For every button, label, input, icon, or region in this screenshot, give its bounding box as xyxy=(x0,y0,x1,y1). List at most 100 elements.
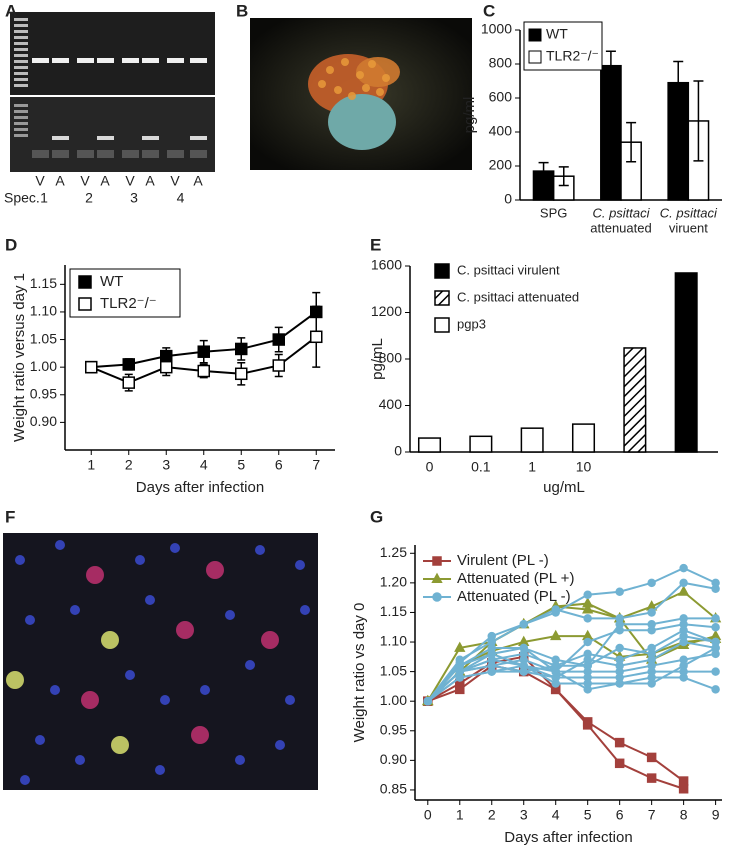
specimen-label: 2 xyxy=(85,190,93,206)
row-label: Spec. xyxy=(4,190,40,206)
stained-cell xyxy=(6,671,24,689)
legend-swatch xyxy=(528,28,542,42)
stained-cell xyxy=(200,685,210,695)
x-tick-label: 8 xyxy=(680,807,688,823)
marker xyxy=(551,605,560,614)
inclusion-dot xyxy=(334,86,342,94)
marker xyxy=(583,685,592,694)
marker xyxy=(711,667,720,676)
marker xyxy=(679,563,688,573)
marker xyxy=(160,360,173,374)
marker xyxy=(423,696,433,706)
lane-label: V xyxy=(170,173,180,189)
ladder-band xyxy=(14,78,28,81)
gel-band xyxy=(167,58,184,63)
data-line xyxy=(427,664,716,702)
ladder-band xyxy=(14,134,28,137)
y-tick-label: 200 xyxy=(489,157,513,173)
stained-cell xyxy=(275,740,285,750)
marker xyxy=(679,661,688,670)
ladder-band xyxy=(14,54,28,57)
error-bar xyxy=(538,161,549,181)
stained-cell xyxy=(191,726,209,744)
x-tick-label: attenuated xyxy=(590,220,651,235)
stained-cell xyxy=(225,610,235,620)
stained-cell xyxy=(111,736,129,754)
gel-smear xyxy=(32,150,49,158)
gel-band xyxy=(190,136,207,140)
stained-cell xyxy=(70,605,80,615)
marker xyxy=(85,360,98,374)
marker xyxy=(272,333,285,346)
gel-smear xyxy=(190,150,207,158)
stained-cell xyxy=(25,615,35,625)
ladder-band xyxy=(14,48,28,51)
ladder-band xyxy=(14,128,28,131)
ladder-band xyxy=(14,84,28,87)
marker xyxy=(583,649,592,659)
x-tick-label: 4 xyxy=(200,457,208,473)
stained-cell xyxy=(300,605,310,615)
marker xyxy=(646,752,657,763)
lane-label: A xyxy=(100,173,110,189)
x-tick-label: 1 xyxy=(87,457,95,473)
ladder-band xyxy=(14,36,28,39)
data-line xyxy=(427,647,717,702)
stained-cell xyxy=(176,621,194,639)
lane-label: A xyxy=(55,173,65,189)
marker xyxy=(711,584,720,594)
marker xyxy=(455,667,465,676)
panel-label: A xyxy=(5,1,17,20)
gel-band xyxy=(97,136,114,140)
ladder-band xyxy=(14,66,28,69)
y-tick-label: 1.00 xyxy=(380,692,407,708)
error-bar xyxy=(673,60,684,105)
y-tick-label: 0.95 xyxy=(30,385,57,401)
stained-cell xyxy=(35,735,45,745)
marker xyxy=(235,367,248,381)
marker xyxy=(647,679,656,688)
error-bar xyxy=(626,121,637,163)
marker xyxy=(582,603,594,614)
lane-label: A xyxy=(193,173,203,189)
y-tick-label: 1.10 xyxy=(30,303,57,319)
panel-label: B xyxy=(236,1,248,20)
stained-cell xyxy=(206,561,224,579)
y-tick-label: 0.85 xyxy=(380,781,407,797)
gel-smear xyxy=(52,150,69,158)
marker xyxy=(583,637,592,647)
legend-label: Virulent (PL -) xyxy=(457,552,549,569)
data-line xyxy=(427,581,716,702)
ladder-band xyxy=(14,30,28,33)
stained-cell xyxy=(81,691,99,709)
stained-cell xyxy=(285,695,295,705)
bar xyxy=(520,427,544,453)
legend-label: TLR2⁻/⁻ xyxy=(100,295,157,312)
y-tick-label: 400 xyxy=(379,396,403,412)
x-tick-label: 0.1 xyxy=(471,459,491,475)
stained-cell xyxy=(255,545,265,555)
marker xyxy=(615,655,624,665)
specimen-label: 4 xyxy=(177,190,185,206)
bar xyxy=(600,64,622,201)
legend-swatch xyxy=(434,290,450,306)
x-tick-label: 4 xyxy=(552,807,560,823)
marker xyxy=(551,679,560,688)
x-tick-label: 6 xyxy=(616,807,624,823)
x-tick-label: 0 xyxy=(424,807,432,823)
error-bar xyxy=(693,80,704,162)
inclusion-dot xyxy=(382,74,390,82)
stained-cell xyxy=(55,540,65,550)
marker xyxy=(711,643,720,653)
inclusion-dot xyxy=(341,58,349,66)
x-axis-label: Days after infection xyxy=(504,829,632,846)
panel-label: C xyxy=(483,1,495,20)
stained-cell xyxy=(170,543,180,553)
stained-cell xyxy=(160,695,170,705)
legend-label: WT xyxy=(546,26,568,42)
stained-cell xyxy=(101,631,119,649)
stained-cell xyxy=(15,555,25,565)
stained-cell xyxy=(235,755,245,765)
marker xyxy=(615,587,624,596)
